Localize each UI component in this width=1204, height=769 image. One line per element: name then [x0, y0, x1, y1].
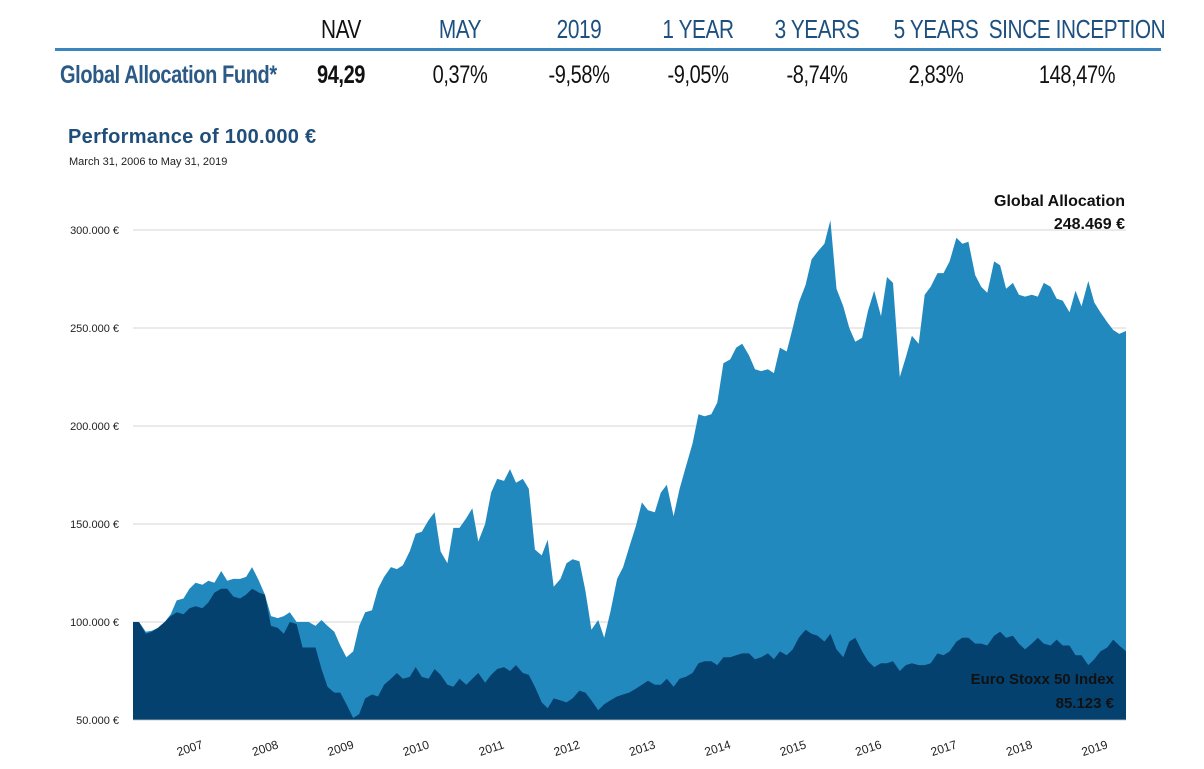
x-tick-label: 2018	[1004, 737, 1034, 759]
x-tick-label: 2014	[703, 737, 733, 759]
x-tick-label: 2013	[627, 737, 657, 759]
series-value-euro-stoxx-50: 85.123 €	[1056, 695, 1115, 712]
x-tick-label: 2007	[175, 737, 205, 759]
series-label-euro-stoxx-50: Euro Stoxx 50 Index	[971, 671, 1115, 688]
series-label-global-allocation: Global Allocation	[994, 193, 1125, 210]
header-1-year: 1 YEAR	[662, 14, 734, 44]
x-tick-label: 2009	[326, 737, 356, 759]
fund-name: Global Allocation Fund*	[60, 61, 277, 89]
x-tick-label: 2008	[250, 737, 280, 759]
x-tick-label: 2010	[401, 737, 431, 759]
chart-title: Performance of 100.000 €	[68, 126, 317, 148]
y-tick-label: 150.000 €	[70, 519, 119, 531]
value-3-years: -8,74%	[786, 61, 848, 89]
header-5-years: 5 YEARS	[893, 14, 979, 44]
value-since-inception: 148,47%	[1038, 61, 1116, 89]
header-3-years: 3 YEARS	[774, 14, 860, 44]
y-tick-label: 100.000 €	[70, 617, 119, 629]
series-area-euro-stoxx-50	[133, 588, 1126, 720]
y-tick-label: 200.000 €	[70, 421, 119, 433]
header-2019: 2019	[556, 14, 602, 44]
x-tick-label: 2019	[1080, 737, 1110, 759]
chart-subtitle: March 31, 2006 to May 31, 2019	[69, 156, 228, 168]
series-area-global-allocation	[133, 220, 1126, 720]
value-5-years: 2,83%	[908, 61, 964, 89]
performance-table-header: NAV MAY 2019 1 YEAR 3 YEARS 5 YEARS SINC…	[55, 0, 1166, 51]
x-tick-label: 2015	[778, 737, 808, 759]
x-tick-label: 2016	[854, 737, 884, 759]
header-may: MAY	[438, 14, 482, 44]
value-may: 0,37%	[432, 61, 488, 89]
header-since-inception: SINCE INCEPTION	[988, 14, 1166, 44]
y-tick-label: 250.000 €	[70, 323, 119, 335]
y-tick-label: 300.000 €	[70, 225, 119, 237]
series-value-global-allocation: 248.469 €	[1054, 216, 1125, 233]
header-nav: NAV	[320, 14, 362, 44]
x-tick-label: 2012	[552, 737, 582, 759]
x-tick-label: 2011	[477, 737, 506, 758]
value-1-year: -9,05%	[667, 61, 729, 89]
y-tick-label: 50.000 €	[76, 715, 119, 727]
value-2019: -9,58%	[548, 61, 610, 89]
x-tick-label: 2017	[929, 737, 959, 759]
fund-row: Global Allocation Fund* 94,29 0,37% -9,5…	[55, 51, 1161, 91]
performance-table: NAV MAY 2019 1 YEAR 3 YEARS 5 YEARS SINC…	[55, 0, 1166, 91]
value-nav: 94,29	[316, 61, 366, 89]
